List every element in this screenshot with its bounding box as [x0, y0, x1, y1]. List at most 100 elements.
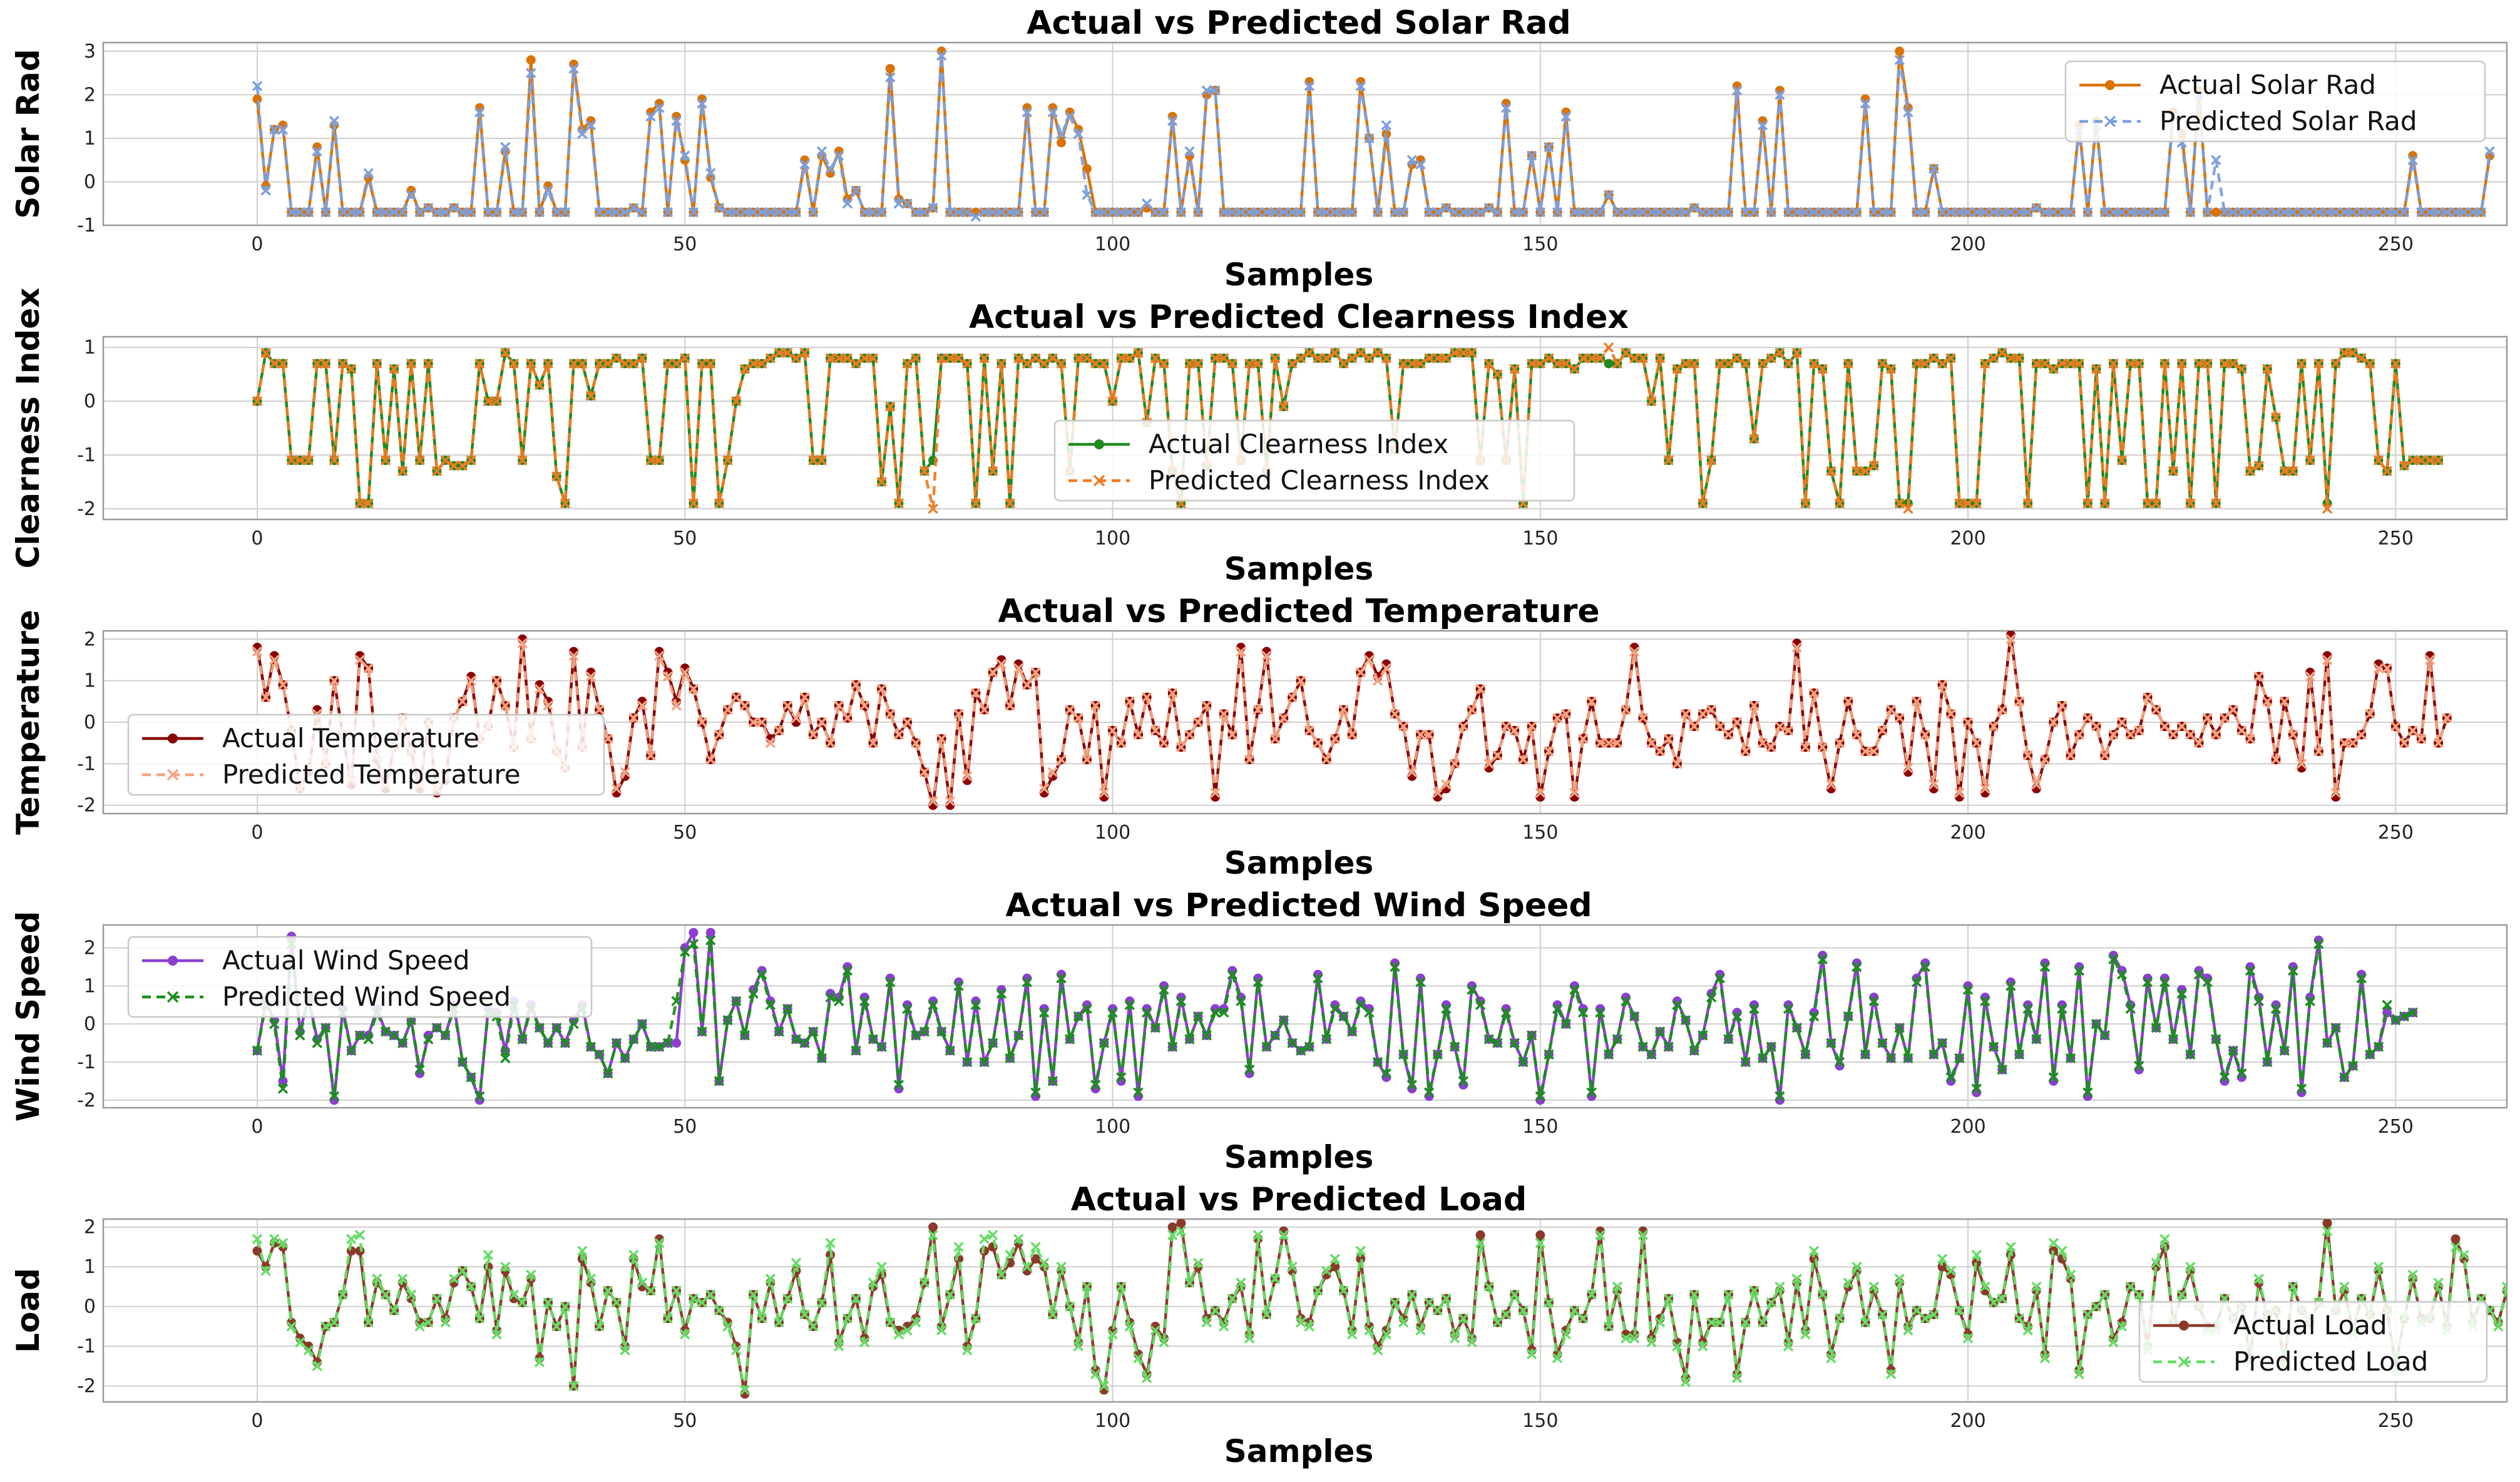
data-point — [1612, 737, 1623, 749]
data-point — [1321, 1265, 1332, 1276]
series-layer — [252, 46, 2495, 222]
data-point — [1552, 1003, 1563, 1014]
data-point — [363, 1317, 374, 1328]
chart-title: Actual vs Predicted Temperature — [998, 593, 1599, 630]
data-point — [312, 358, 322, 369]
data-point — [491, 1329, 502, 1340]
data-point — [859, 207, 870, 218]
x-tick-label: 250 — [2378, 528, 2414, 549]
data-point — [722, 1014, 733, 1026]
data-point — [1868, 460, 1879, 471]
data-point — [1680, 1014, 1691, 1026]
data-point — [2399, 737, 2410, 749]
data-point — [731, 996, 742, 1006]
data-point — [1475, 1230, 1485, 1240]
data-point — [1723, 1034, 1734, 1045]
data-point — [1252, 358, 1264, 369]
data-point — [286, 455, 297, 466]
data-point — [833, 1341, 844, 1352]
data-point — [2288, 466, 2298, 476]
data-point — [2433, 455, 2444, 466]
data-point — [2365, 358, 2375, 369]
data-point — [1903, 1325, 1913, 1336]
data-point — [389, 1030, 399, 1041]
data-point — [1192, 717, 1204, 728]
data-point — [1766, 742, 1777, 753]
data-point — [2339, 347, 2350, 359]
data-point — [1073, 353, 1084, 364]
data-point — [2116, 1321, 2128, 1332]
y-axis-label: Temperature — [10, 610, 46, 835]
legend-label: Predicted Wind Speed — [222, 981, 511, 1012]
data-point — [2459, 1249, 2469, 1260]
data-point — [1928, 163, 1939, 174]
data-point — [2108, 207, 2119, 218]
data-point — [842, 198, 853, 209]
data-point — [1894, 1273, 1905, 1284]
x-tick-label: 150 — [1522, 1410, 1558, 1432]
data-point — [594, 1321, 605, 1332]
y-tick-label: -1 — [77, 444, 96, 466]
data-point — [2236, 1068, 2247, 1079]
data-point — [2236, 207, 2247, 218]
data-point — [1441, 202, 1452, 213]
data-point — [2082, 713, 2093, 723]
data-point — [1073, 128, 1084, 140]
data-point — [1526, 150, 1537, 161]
data-point — [2407, 725, 2418, 736]
data-point — [868, 1034, 879, 1045]
data-point — [1355, 667, 1366, 678]
data-point — [1355, 1245, 1366, 1257]
data-point — [1150, 1325, 1161, 1336]
data-point — [1706, 1317, 1717, 1328]
data-point — [1894, 1023, 1905, 1033]
data-point — [714, 202, 725, 213]
data-point — [560, 1301, 571, 1312]
data-point — [1852, 1261, 1862, 1272]
data-point — [2074, 729, 2084, 740]
x-tick-label: 100 — [1095, 822, 1130, 844]
data-point — [603, 1068, 613, 1079]
data-point — [2305, 996, 2315, 1006]
data-point — [1894, 498, 1905, 509]
data-point — [1577, 353, 1589, 364]
data-point — [1698, 1030, 1708, 1041]
data-point — [1483, 202, 1495, 213]
legend: Actual Solar Rad Predicted Solar Rad — [2064, 60, 2486, 143]
data-point — [782, 1003, 793, 1014]
data-point — [1954, 1053, 1965, 1064]
data-point — [2108, 954, 2119, 964]
data-point — [884, 708, 896, 719]
data-point — [1894, 54, 1905, 66]
data-point — [1586, 353, 1597, 364]
data-point — [765, 737, 776, 749]
data-point — [269, 1234, 280, 1244]
data-point — [1629, 1011, 1640, 1022]
data-point — [611, 1297, 622, 1308]
data-point — [1544, 1297, 1554, 1308]
data-point — [1346, 353, 1358, 364]
series-layer — [252, 631, 2452, 810]
data-point — [1030, 667, 1041, 678]
data-point — [1500, 103, 1512, 113]
data-point — [1313, 973, 1323, 984]
data-point — [1090, 1369, 1101, 1379]
data-point — [585, 1273, 597, 1284]
x-tick-label: 50 — [673, 1410, 697, 1432]
data-point — [2270, 754, 2282, 765]
data-point — [833, 353, 844, 364]
data-point — [1680, 1377, 1691, 1387]
data-point — [1483, 1034, 1495, 1045]
data-point — [1167, 115, 1178, 126]
data-point — [2108, 1337, 2119, 1348]
data-point — [2185, 498, 2196, 509]
data-point — [1698, 1341, 1708, 1352]
data-point — [1834, 1313, 1845, 1324]
data-point — [1475, 683, 1486, 695]
data-point — [1518, 1056, 1529, 1068]
plot-frame — [102, 335, 2508, 521]
data-point — [329, 1317, 340, 1328]
data-point — [2176, 721, 2187, 732]
data-point — [2159, 977, 2170, 988]
x-axis-label: Samples — [1224, 845, 1373, 881]
